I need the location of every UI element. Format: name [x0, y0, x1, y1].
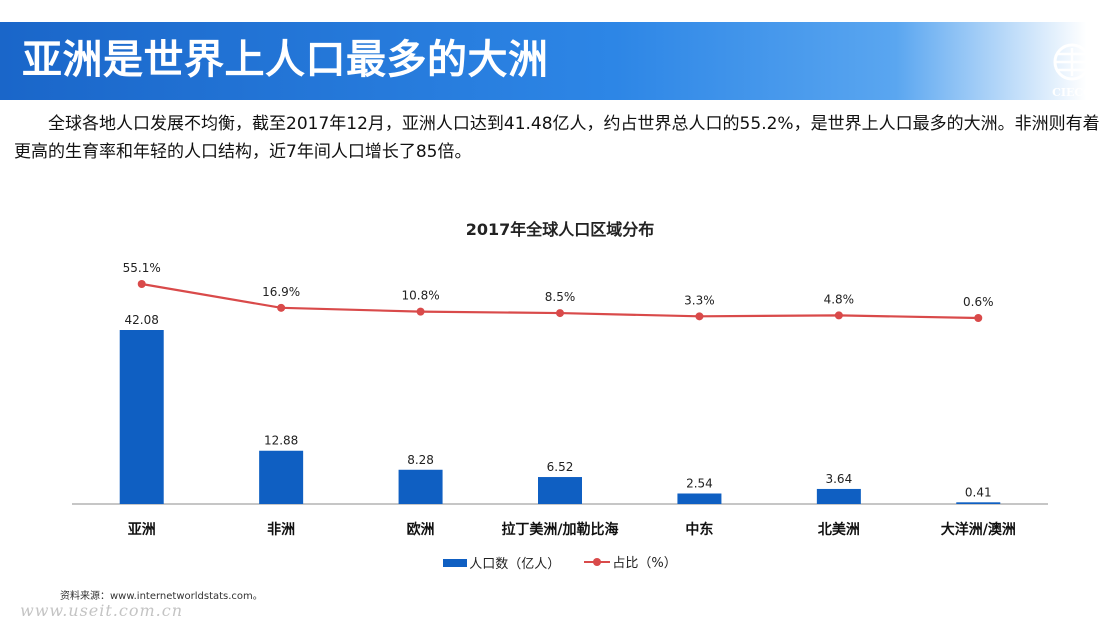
legend-item-share: 占比（%）	[584, 552, 677, 571]
legend-line-marker-icon	[584, 557, 611, 567]
title-banner: 亚洲是世界上人口最多的大洲 CIECC	[0, 22, 1120, 100]
share-label-0: 55.1%	[123, 261, 161, 275]
legend-label-population: 人口数（亿人）	[469, 557, 561, 572]
watermark: www.useit.com.cn	[20, 601, 184, 620]
legend-label-share: 占比（%）	[612, 556, 677, 571]
intro-paragraph: 全球各地人口发展不均衡，截至2017年12月，亚洲人口达到41.48亿人，约占世…	[14, 114, 1100, 162]
bar-value-label-3: 6.52	[547, 460, 574, 474]
share-point-2	[416, 307, 425, 316]
x-tick-label-6: 大洋洲/澳洲	[941, 521, 1016, 538]
share-label-6: 0.6%	[963, 295, 994, 309]
share-point-4	[695, 312, 704, 321]
chart-legend: 人口数（亿人） 占比（%）	[0, 552, 1120, 572]
share-label-4: 3.3%	[684, 293, 715, 307]
share-point-5	[834, 311, 843, 320]
bar-0	[119, 330, 164, 504]
share-label-2: 10.8%	[402, 289, 440, 303]
ciecc-logo-icon: CIECC	[1052, 43, 1092, 99]
share-point-0	[137, 280, 146, 288]
bar-value-label-2: 8.28	[407, 453, 434, 467]
bar-value-label-0: 42.08	[125, 313, 159, 327]
share-label-5: 4.8%	[824, 292, 855, 306]
share-point-6	[974, 314, 983, 322]
x-tick-label-1: 非洲	[267, 521, 295, 538]
bar-6	[956, 502, 1001, 504]
legend-bar-swatch-icon	[443, 558, 468, 567]
x-tick-label-4: 中东	[685, 521, 713, 538]
page-title: 亚洲是世界上人口最多的大洲	[22, 37, 549, 83]
x-tick-label-2: 欧洲	[407, 521, 435, 538]
bar-1	[259, 450, 304, 504]
share-point-1	[277, 303, 286, 312]
bar-4	[677, 493, 722, 504]
bar-value-label-4: 2.54	[686, 476, 713, 490]
bar-value-label-1: 12.88	[264, 434, 298, 448]
chart-title: 2017年全球人口区域分布	[465, 220, 655, 239]
x-tick-label-0: 亚洲	[128, 522, 156, 538]
source-note: 资料来源：www.internetworldstats.com。	[60, 591, 263, 602]
bar-value-label-6: 0.41	[965, 485, 992, 499]
x-tick-label-5: 北美洲	[818, 521, 860, 538]
x-tick-label-3: 拉丁美洲/加勒比海	[501, 521, 618, 538]
bar-value-label-5: 3.64	[825, 472, 852, 486]
share-label-3: 8.5%	[545, 290, 576, 304]
bar-2	[398, 469, 443, 504]
bar-3	[538, 477, 582, 504]
bar-5	[816, 488, 861, 504]
logo-text: CIECC	[1052, 86, 1092, 99]
share-point-3	[556, 309, 564, 318]
legend-item-population: 人口数（亿人）	[443, 553, 560, 572]
share-label-1: 16.9%	[262, 285, 300, 299]
